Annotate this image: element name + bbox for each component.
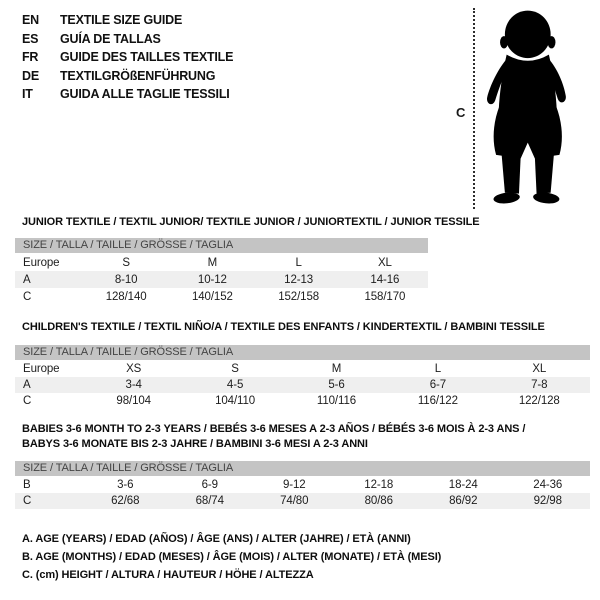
- table-cell: 104/110: [215, 395, 256, 407]
- baby-silhouette-icon: [487, 10, 566, 204]
- junior-size-table: SIZE / TALLA / TAILLE / GRÖSSE / TAGLIA …: [15, 238, 428, 305]
- size-header-bar: SIZE / TALLA / TAILLE / GRÖSSE / TAGLIA: [15, 238, 428, 253]
- table-cell: 128/140: [105, 290, 147, 303]
- section-title-line1: BABIES 3-6 MONTH TO 2-3 YEARS / BEBÉS 3-…: [22, 423, 526, 435]
- table-cell: 80/86: [364, 495, 393, 507]
- row-label: C: [23, 495, 32, 507]
- table-row: Europe XS S M L XL: [15, 361, 590, 377]
- table-cell: 110/116: [316, 395, 357, 407]
- size-table: B 3-6 6-9 9-12 12-18 18-24 24-36 C 62/68 68/74 74/…: [15, 477, 590, 509]
- language-code: IT: [22, 87, 33, 102]
- table-row: Europe S M L XL: [15, 254, 428, 271]
- table-cell: 6-9: [201, 479, 218, 491]
- table-row: A 8-10 10-12 12-13 14-16: [15, 271, 428, 288]
- row-label: Europe: [23, 256, 60, 269]
- table-cell: 3-4: [125, 379, 142, 391]
- table-cell: XS: [126, 363, 142, 375]
- table-cell: M: [207, 256, 218, 269]
- table-cell: 4-5: [226, 379, 244, 391]
- footnote-c: C. (cm) HEIGHT / ALTURA / HAUTEUR / HÖHE…: [22, 569, 314, 582]
- table-cell: 140/152: [191, 290, 233, 303]
- row-label: C: [23, 395, 32, 407]
- row-label: B: [23, 479, 31, 491]
- language-row: DE TEXTILGRÖßENFÜHRUNG: [22, 67, 233, 86]
- table-cell: M: [331, 363, 342, 375]
- section-title-babies: BABIES 3-6 MONTH TO 2-3 YEARS / BEBÉS 3-…: [22, 422, 525, 452]
- table-row: C 62/68 68/74 74/80 80/86 86/92 92/98: [15, 493, 590, 509]
- table-cell: 24-36: [533, 479, 563, 491]
- table-cell: 18-24: [448, 479, 478, 491]
- row-label: Europe: [23, 363, 60, 375]
- language-row: IT GUIDA ALLE TAGLIE TESSILI: [22, 85, 233, 104]
- table-row: C 98/104 104/110 110/116 116/122 122/128: [15, 393, 590, 409]
- babies-size-table: SIZE / TALLA / TAILLE / GRÖSSE / TAGLIA …: [15, 461, 590, 509]
- size-header-bar: SIZE / TALLA / TAILLE / GRÖSSE / TAGLIA: [15, 461, 590, 476]
- table-cell: 6-7: [429, 379, 447, 391]
- table-cell: 14-16: [370, 273, 400, 286]
- height-measure-line: [473, 8, 475, 209]
- size-table: Europe S M L XL A 8-10 10-12 12-13 14-16 C 128/140 1…: [15, 254, 428, 305]
- language-code: EN: [22, 13, 39, 27]
- row-label: A: [23, 379, 31, 391]
- table-cell: S: [122, 256, 130, 269]
- table-cell: 7-8: [531, 379, 548, 391]
- table-cell: 8-10: [114, 273, 138, 286]
- language-row: FR GUIDE DES TAILLES TEXTILE: [22, 48, 233, 67]
- table-cell: XL: [377, 256, 392, 269]
- footnote-a: A. AGE (YEARS) / EDAD (AÑOS) / ÂGE (ANS)…: [22, 533, 411, 545]
- table-cell: 92/98: [533, 495, 562, 507]
- table-cell: L: [295, 256, 302, 269]
- row-label: C: [23, 290, 32, 303]
- language-row: EN TEXTILE SIZE GUIDE: [22, 11, 233, 30]
- footnotes: A. AGE (YEARS) / EDAD (AÑOS) / ÂGE (ANS)…: [22, 530, 441, 585]
- language-title: GUIDE DES TAILLES TEXTILE: [60, 50, 234, 65]
- table-cell: 3-6: [117, 479, 134, 491]
- language-list: EN TEXTILE SIZE GUIDE ES GUÍA DE TALLAS …: [22, 11, 233, 104]
- language-code: ES: [22, 31, 39, 46]
- language-title: TEXTILGRÖßENFÜHRUNG: [60, 68, 216, 83]
- table-cell: XL: [532, 363, 547, 375]
- table-row: C 128/140 140/152 152/158 158/170: [15, 288, 428, 305]
- language-title: GUIDA ALLE TAGLIE TESSILI: [60, 87, 230, 102]
- table-cell: L: [434, 363, 442, 375]
- table-cell: 5-6: [328, 379, 345, 391]
- height-label: C: [456, 105, 466, 120]
- section-title-line2: BABYS 3-6 MONATE BIS 2-3 JAHRE / BAMBINI…: [22, 438, 368, 450]
- size-table: Europe XS S M L XL A 3-4 4-5 5-6 6-7 7-8 C 98/104 104/…: [15, 361, 590, 409]
- table-cell: 152/158: [278, 290, 320, 303]
- table-cell: 10-12: [197, 273, 227, 286]
- table-cell: 12-18: [364, 479, 394, 491]
- table-cell: 158/170: [364, 290, 406, 303]
- table-cell: 9-12: [282, 479, 306, 491]
- language-title: TEXTILE SIZE GUIDE: [60, 13, 183, 27]
- table-cell: 68/74: [195, 495, 224, 507]
- table-cell: 74/80: [280, 495, 309, 507]
- table-cell: 12-13: [284, 273, 314, 286]
- table-row: B 3-6 6-9 9-12 12-18 18-24 24-36: [15, 477, 590, 493]
- table-cell: 62/68: [111, 495, 140, 507]
- children-size-table: SIZE / TALLA / TAILLE / GRÖSSE / TAGLIA …: [15, 345, 590, 409]
- table-cell: 122/128: [518, 395, 560, 407]
- language-code: DE: [22, 68, 39, 83]
- size-header-bar: SIZE / TALLA / TAILLE / GRÖSSE / TAGLIA: [15, 345, 590, 360]
- section-title-children: CHILDREN'S TEXTILE / TEXTIL NIÑO/A / TEX…: [22, 321, 545, 333]
- table-cell: 98/104: [116, 395, 151, 407]
- table-cell: 86/92: [449, 495, 478, 507]
- table-row: A 3-4 4-5 5-6 6-7 7-8: [15, 377, 590, 393]
- row-label: A: [23, 273, 31, 286]
- language-code: FR: [22, 50, 39, 65]
- table-cell: S: [231, 363, 239, 375]
- table-cell: 116/122: [417, 395, 458, 407]
- language-title: GUÍA DE TALLAS: [60, 31, 161, 46]
- section-title-junior: JUNIOR TEXTILE / TEXTIL JUNIOR/ TEXTILE …: [22, 216, 480, 228]
- footnote-b: B. AGE (MONTHS) / EDAD (MESES) / ÂGE (MO…: [22, 551, 442, 564]
- language-row: ES GUÍA DE TALLAS: [22, 30, 233, 49]
